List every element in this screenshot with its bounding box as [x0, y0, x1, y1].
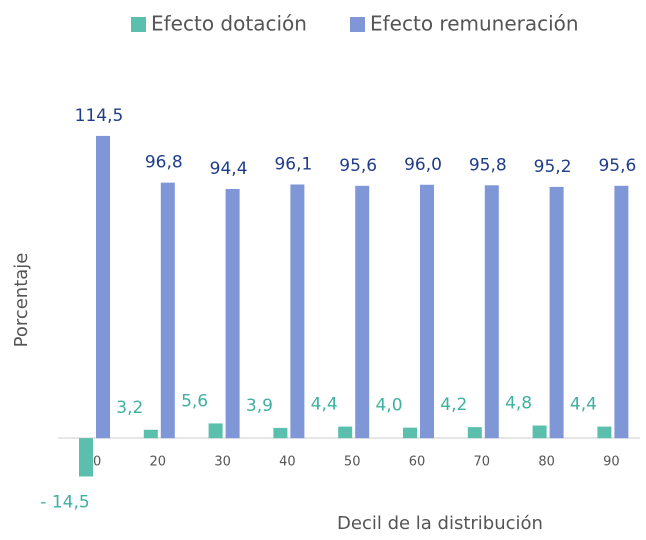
- data-label: 95,2: [534, 157, 572, 177]
- x-axis-label: Decil de la distribución: [337, 513, 543, 534]
- data-label: 96,1: [274, 154, 312, 174]
- bar: [225, 188, 240, 439]
- data-label: 114,5: [75, 106, 124, 126]
- data-label: 4,8: [505, 394, 532, 414]
- bar: [355, 185, 370, 439]
- x-tick-label: 30: [214, 455, 231, 470]
- bar: [532, 425, 547, 439]
- data-label: 96,8: [145, 153, 183, 173]
- legend-label: Efecto dotación: [151, 12, 307, 36]
- x-tick-label: 90: [603, 455, 620, 470]
- data-label: 4,0: [375, 396, 402, 416]
- bar: [273, 427, 288, 439]
- data-label: 96,0: [404, 155, 442, 175]
- x-tick-label: 20: [150, 455, 167, 470]
- bar: [549, 186, 564, 439]
- data-label: 4,4: [311, 395, 338, 415]
- data-label: 5,6: [181, 391, 208, 411]
- data-label: - 14,5: [40, 492, 89, 512]
- x-tick-label: 40: [279, 455, 296, 470]
- data-label: 3,9: [246, 396, 273, 416]
- bar: [403, 427, 417, 439]
- bar: [208, 423, 223, 439]
- data-label: 95,6: [598, 156, 636, 176]
- bar: [467, 427, 482, 439]
- bar: [484, 185, 499, 439]
- bar: [614, 185, 629, 439]
- bar: [79, 438, 93, 477]
- legend-swatch: [350, 17, 365, 32]
- data-label: 4,4: [570, 395, 597, 415]
- bar: [160, 182, 175, 439]
- legend-swatch: [131, 17, 146, 32]
- bar: [143, 429, 158, 439]
- bar: [597, 426, 612, 439]
- x-tick-label: 50: [344, 455, 361, 470]
- x-tick-label: 70: [474, 455, 491, 470]
- bar: [96, 135, 110, 439]
- data-label: 3,2: [116, 398, 143, 418]
- data-label: 4,2: [440, 395, 467, 415]
- bar: [420, 184, 434, 439]
- data-label: 95,8: [469, 155, 507, 175]
- x-tick-label: 60: [409, 455, 426, 470]
- data-label: 94,4: [210, 159, 248, 179]
- y-axis-label: Porcentaje: [11, 253, 32, 348]
- bar: [290, 184, 305, 439]
- x-tick-label: 80: [538, 455, 555, 470]
- bar: [338, 426, 353, 439]
- legend-label: Efecto remuneración: [370, 12, 579, 36]
- data-label: 95,6: [339, 156, 377, 176]
